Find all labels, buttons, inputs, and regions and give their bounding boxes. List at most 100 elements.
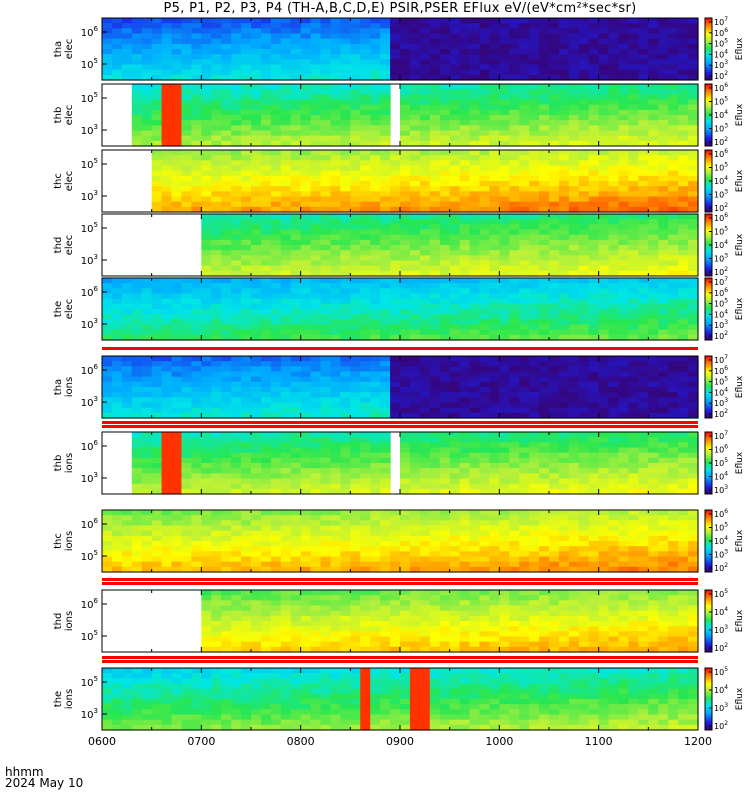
heatmap-cell — [459, 463, 471, 469]
heatmap-cell — [400, 366, 411, 373]
heatmap-cell — [568, 303, 580, 310]
heatmap-cell — [201, 224, 212, 231]
heatmap-cell — [558, 329, 570, 336]
heatmap-cell — [270, 324, 282, 331]
heatmap-cell — [598, 23, 610, 29]
cbar-base: 10 — [714, 191, 724, 200]
heatmap-cell — [469, 324, 481, 331]
heatmap-cell — [598, 329, 610, 336]
heatmap-cell — [578, 69, 590, 76]
heatmap-cell — [598, 387, 610, 393]
colorbar-tick-label: 106 — [714, 212, 728, 223]
heatmap-cell — [141, 89, 153, 95]
heatmap-cell — [429, 74, 441, 81]
heatmap-cell — [320, 175, 332, 182]
heatmap-cell — [429, 219, 441, 225]
heatmap-cell — [449, 412, 461, 419]
heatmap-cell — [231, 125, 242, 132]
heatmap-cell — [231, 23, 242, 29]
heatmap-cell — [439, 442, 451, 449]
heatmap-cell — [290, 329, 302, 336]
heatmap-cell — [380, 64, 391, 71]
heatmap-cell — [489, 265, 500, 272]
heatmap-cell — [350, 309, 361, 315]
heatmap-cell — [360, 23, 371, 29]
heatmap-cell — [211, 442, 222, 449]
heatmap-cell — [280, 468, 292, 474]
heatmap-cell — [529, 402, 540, 409]
heatmap-cell — [251, 473, 262, 480]
cbar-base: 10 — [714, 98, 724, 107]
heatmap-cell — [638, 89, 649, 95]
heatmap-cell — [499, 125, 510, 132]
heatmap-cell — [300, 23, 312, 29]
heatmap-cell — [380, 397, 391, 404]
heatmap-cell — [280, 140, 292, 147]
heatmap-cell — [678, 387, 689, 393]
heatmap-cell — [370, 278, 381, 284]
heatmap-cell — [568, 18, 580, 24]
heatmap-cell — [280, 381, 292, 388]
heatmap-cell — [231, 84, 242, 90]
heatmap-cell — [151, 392, 163, 398]
heatmap-cell — [260, 270, 272, 277]
heatmap-cell — [568, 89, 580, 95]
heatmap-cell — [529, 478, 540, 485]
heatmap-cell — [280, 28, 292, 35]
heatmap-cell — [151, 478, 163, 485]
heatmap-cell — [390, 303, 401, 310]
heatmap-cell — [161, 43, 173, 50]
heatmap-cell — [499, 214, 510, 220]
heatmap-cell — [419, 283, 431, 289]
heatmap-cell — [459, 437, 471, 443]
heatmap-cell — [390, 33, 401, 40]
heatmap-cell — [350, 437, 361, 443]
heatmap-cell — [598, 260, 610, 267]
heatmap-cell — [280, 74, 292, 81]
heatmap-cell — [608, 43, 620, 50]
heatmap-cell — [340, 412, 351, 419]
heatmap-cell — [260, 54, 272, 60]
heatmap-cell — [549, 104, 560, 111]
heatmap-cell — [231, 33, 242, 40]
heatmap-cell — [568, 191, 580, 198]
heatmap-cell — [409, 329, 421, 336]
heatmap-cell — [102, 402, 113, 409]
heatmap-cell — [270, 270, 282, 277]
heatmap-cell — [320, 99, 332, 106]
heatmap-cell — [211, 170, 222, 177]
heatmap-cell — [121, 43, 133, 50]
heatmap-cell — [529, 468, 540, 474]
heatmap-cell — [539, 125, 550, 132]
heatmap-cell — [161, 135, 173, 142]
heatmap-cell — [688, 334, 699, 341]
heatmap-cell — [668, 245, 679, 251]
heatmap-cell — [161, 140, 173, 147]
heatmap-cell — [419, 278, 431, 284]
heatmap-cell — [221, 361, 232, 367]
y-tick-label: 105 — [81, 57, 98, 71]
heatmap-cell — [469, 64, 481, 71]
heatmap-cell — [191, 94, 202, 101]
heatmap-cell — [598, 309, 610, 315]
heatmap-cell — [330, 392, 341, 398]
heatmap-cell — [678, 224, 689, 231]
heatmap-cell — [668, 38, 679, 45]
heatmap-cell — [439, 201, 451, 208]
cbar-exp: 5 — [724, 38, 728, 45]
heatmap-cell — [469, 278, 481, 284]
heatmap-cell — [628, 175, 639, 182]
heatmap-cell — [429, 329, 441, 336]
heatmap-cell — [608, 219, 620, 225]
heatmap-cell — [270, 334, 282, 341]
heatmap-cell — [102, 69, 113, 76]
heatmap-cell — [320, 402, 332, 409]
heatmap-cell — [161, 442, 173, 449]
heatmap-cell — [439, 366, 451, 373]
heatmap-cell — [280, 319, 292, 326]
heatmap-cell — [231, 437, 242, 443]
heatmap-cell — [241, 293, 252, 300]
heatmap-cell — [529, 175, 540, 182]
colorbar-label: Eflux — [735, 169, 745, 192]
heatmap-cell — [409, 59, 421, 66]
